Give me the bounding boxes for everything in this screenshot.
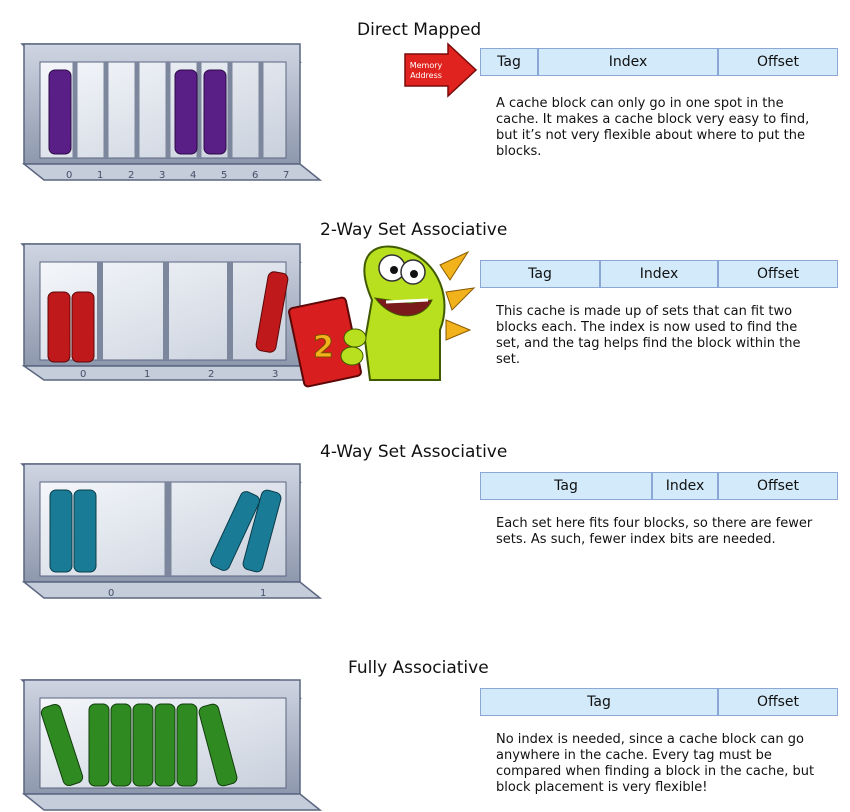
shelf-number: 1	[144, 369, 150, 380]
shelf-number: 1	[97, 170, 103, 181]
shelf-number: 0	[66, 170, 72, 181]
direct-mapped-address-fields: Tag Index Offset	[480, 48, 838, 76]
tag-field: Tag	[481, 49, 539, 75]
direct-mapped-shelf: 0 1 2 3 4 5 6 7	[20, 43, 323, 181]
shelf-number: 4	[190, 170, 196, 181]
memory-address-arrow: Memory Address	[404, 42, 478, 98]
two-way-numbers: 0 1 2 3	[80, 369, 278, 380]
shelf-number: 1	[260, 588, 266, 599]
direct-mapped-numbers: 0 1 2 3 4 5 6 7	[66, 170, 289, 181]
tag-field: Tag	[481, 473, 653, 499]
mascot-book-label: 2	[313, 330, 334, 365]
shelf-number: 0	[108, 588, 114, 599]
index-field: Index	[601, 261, 719, 287]
memory-address-line2: Address	[410, 71, 442, 80]
shelf-number: 0	[80, 369, 86, 380]
four-way-shelf: 0 1	[20, 463, 323, 599]
direct-mapped-title: Direct Mapped	[357, 20, 482, 40]
memory-address-line1: Memory	[410, 61, 443, 70]
four-way-description: Each set here fits four blocks, so there…	[496, 516, 813, 547]
four-way-numbers: 0 1	[108, 588, 266, 599]
two-way-title: 2-Way Set Associative	[320, 220, 508, 240]
fully-associative-description: No index is needed, since a cache block …	[496, 732, 815, 795]
index-field: Index	[653, 473, 719, 499]
fully-associative-address-fields: Tag Offset	[480, 688, 838, 716]
offset-field: Offset	[756, 694, 800, 710]
tag-field: Tag	[481, 689, 719, 715]
four-way-address-fields: Tag Index Offset	[480, 472, 838, 500]
two-way-description: This cache is made up of sets that can f…	[496, 304, 801, 367]
shelf-number: 6	[252, 170, 258, 181]
fully-associative-title: Fully Associative	[348, 658, 489, 678]
offset-field: Offset	[756, 478, 800, 494]
shelf-number: 3	[272, 369, 278, 380]
two-way-address-fields: Tag Index Offset	[480, 260, 838, 288]
direct-mapped-description: A cache block can only go in one spot in…	[496, 96, 810, 159]
four-way-title: 4-Way Set Associative	[320, 442, 508, 462]
shelf-number: 2	[208, 369, 214, 380]
shelf-number: 5	[221, 170, 227, 181]
mascot-dinosaur	[363, 245, 476, 381]
shelf-number: 2	[128, 170, 134, 181]
two-way-shelf: 0 1 2 3	[20, 243, 323, 381]
index-field: Index	[539, 49, 719, 75]
mascot-book: 2	[288, 296, 367, 388]
offset-field: Offset	[756, 266, 800, 282]
tag-field: Tag	[481, 261, 601, 287]
shelf-number: 7	[283, 170, 289, 181]
shelf-number: 3	[159, 170, 165, 181]
offset-field: Offset	[756, 54, 800, 70]
fully-associative-shelf	[20, 679, 323, 811]
